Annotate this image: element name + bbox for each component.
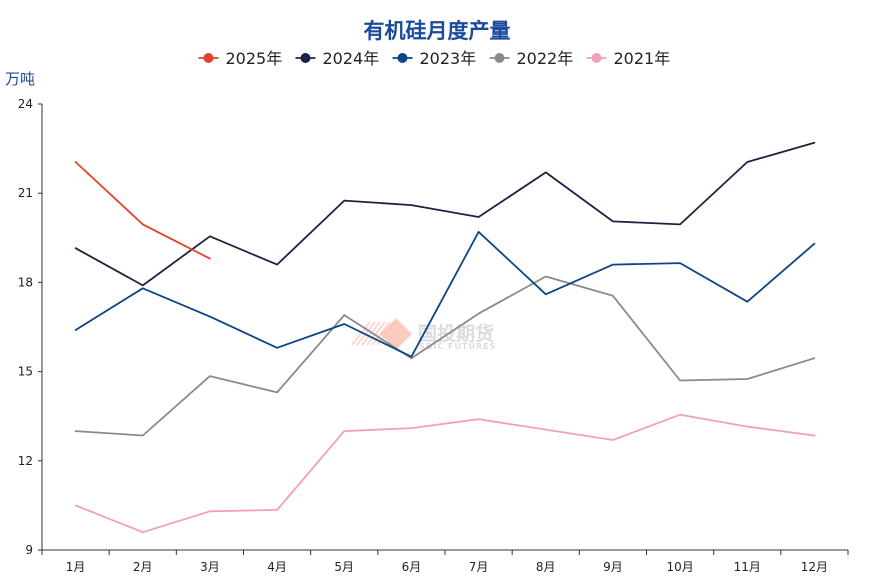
x-tick-label: 10月 [666,560,693,574]
legend-marker [591,53,602,63]
series-line [74,275,816,437]
x-tick-label: 2月 [133,560,153,574]
legend-marker [203,53,214,63]
legend-label: 2022年 [517,49,574,68]
watermark-text: 国投期货 [418,322,494,345]
legend-label: 2025年 [226,49,283,68]
x-tick-label: 6月 [402,560,422,574]
y-tick-label: 18 [18,275,33,289]
series-line [74,413,816,534]
chart-title: 有机硅月度产量 [364,19,511,43]
watermark-stripe [366,321,386,346]
series-line [74,141,816,287]
legend-item: 2023年 [392,49,477,68]
chart-axes: 9 12 15 18 21 24 1月 2月 3月 4月 5月 6月 7月 8月 9月 10月 11月 12月 [18,97,849,574]
y-tick-label: 9 [25,543,33,557]
legend-item: 2024年 [295,49,380,68]
y-tick-label: 15 [18,365,33,379]
x-tick-label: 4月 [267,560,287,574]
legend-label: 2021年 [614,49,671,68]
y-tick-label: 21 [18,186,33,200]
chart-series [74,141,816,534]
legend-marker [300,53,311,63]
series-line [74,230,816,358]
watermark-stripe [361,321,381,346]
x-tick-label: 1月 [66,560,86,574]
x-tick-label: 8月 [536,560,556,574]
legend-label: 2023年 [420,49,477,68]
x-tick-label: 5月 [334,560,354,574]
y-axis-label: 万吨 [5,70,35,88]
x-tick-label: 3月 [200,560,220,574]
watermark-stripe [351,321,371,346]
watermark-diamond-icon [351,318,412,350]
watermark-stripe [356,321,376,346]
watermark-logo: 国投期货 SDIC FUTURES [351,318,496,351]
legend-item: 2025年 [198,49,283,68]
legend-label: 2024年 [323,49,380,68]
watermark-subtext: SDIC FUTURES [419,342,496,351]
x-tick-label: 12月 [801,560,828,574]
y-tick-label: 12 [18,454,33,468]
legend-item: 2021年 [586,49,671,68]
chart-legend: 2025年 2024年 2023年 2022年 2021年 [198,49,671,68]
watermark-stripe [371,321,391,346]
legend-item: 2022年 [489,49,574,68]
x-tick-label: 7月 [469,560,489,574]
x-tick-label: 11月 [734,560,761,574]
series-line [74,161,211,260]
x-tick-label: 9月 [603,560,623,574]
legend-marker [397,53,408,63]
legend-marker [494,53,505,63]
y-tick-label: 24 [18,97,33,111]
